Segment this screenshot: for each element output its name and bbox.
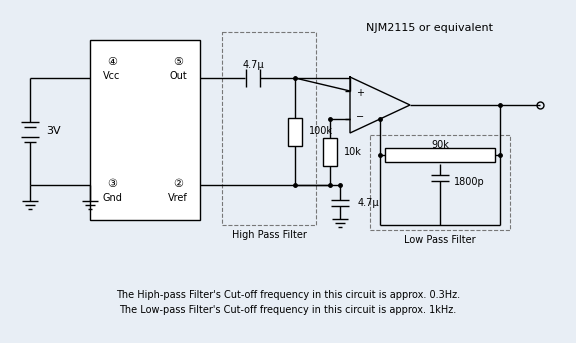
Bar [385, 148, 495, 162]
Bar [288, 118, 302, 145]
Text: Gnd: Gnd [102, 193, 122, 203]
Text: Low Pass Filter: Low Pass Filter [404, 235, 476, 245]
Text: Vcc: Vcc [103, 71, 121, 81]
Text: ④: ④ [107, 57, 117, 67]
Text: ②: ② [173, 179, 183, 189]
Text: Out: Out [169, 71, 187, 81]
Text: 1800p: 1800p [454, 177, 485, 187]
Bar [222, 32, 316, 225]
Bar [370, 135, 510, 230]
Text: Vref: Vref [168, 193, 188, 203]
Bar [323, 138, 337, 166]
Text: −: − [356, 112, 364, 122]
Text: 10k: 10k [344, 147, 362, 157]
Text: 4.7μ: 4.7μ [242, 60, 264, 70]
Text: +: + [356, 88, 364, 98]
Text: ③: ③ [107, 179, 117, 189]
Text: High Pass Filter: High Pass Filter [232, 230, 306, 240]
Text: ⑤: ⑤ [173, 57, 183, 67]
Text: 3V: 3V [46, 127, 60, 137]
Bar [90, 40, 200, 220]
Text: 90k: 90k [431, 140, 449, 150]
Text: 4.7μ: 4.7μ [358, 198, 380, 208]
Text: NJM2115 or equivalent: NJM2115 or equivalent [366, 23, 494, 33]
Text: The Low-pass Filter's Cut-off frequency in this circuit is approx. 1kHz.: The Low-pass Filter's Cut-off frequency … [119, 305, 457, 315]
Text: The Hiph-pass Filter's Cut-off frequency in this circuit is approx. 0.3Hz.: The Hiph-pass Filter's Cut-off frequency… [116, 290, 460, 300]
Text: 100k: 100k [309, 127, 333, 137]
